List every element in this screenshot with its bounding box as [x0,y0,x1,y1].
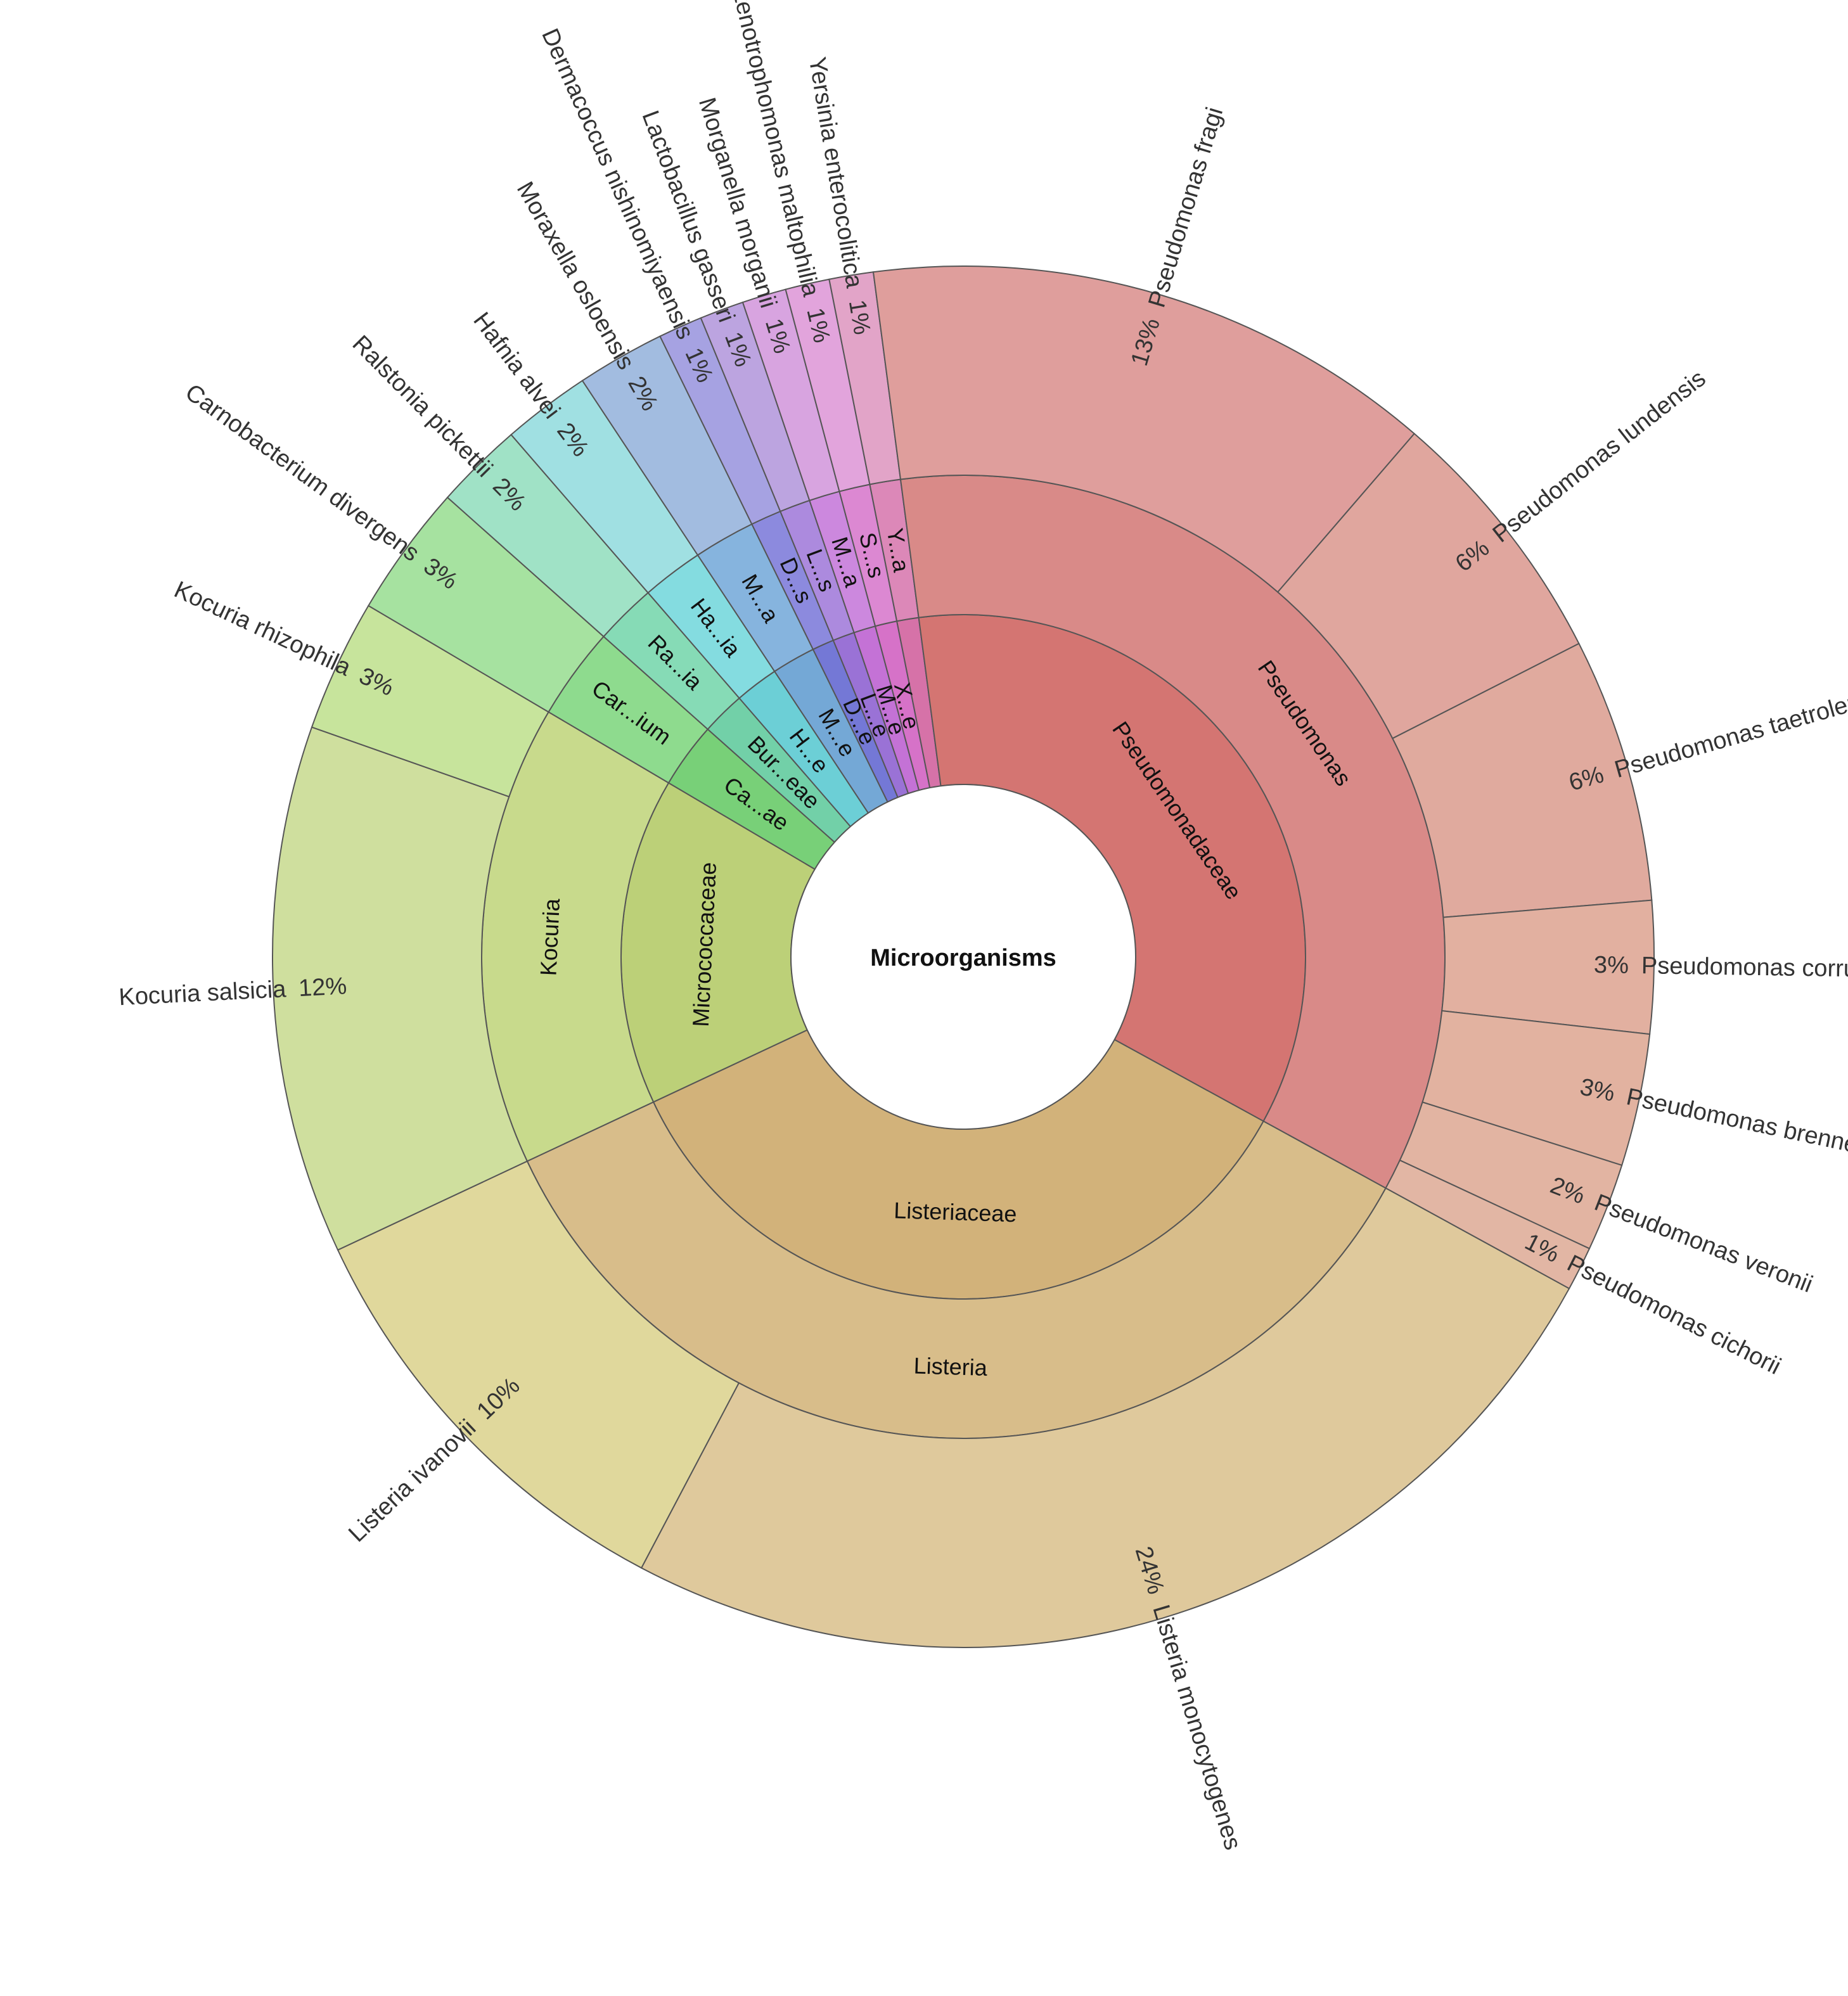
species-arc-pseudomonas-cichorii[interactable] [1385,1159,1591,1289]
family-label-listeriaceae: Listeriaceae [894,1197,1017,1227]
species-pct-yersinia-enterocolitica: 1% [844,298,875,336]
species-label-pseudomonas-fragi: Pseudomonas fragi [1143,105,1228,311]
species-label-kocuria-rhizophila: Kocuria rhizophila [170,577,355,682]
genus-label-listeria: Listeria [913,1352,988,1381]
center-label[interactable]: Microorganisms [870,945,1056,971]
species-pct-pseudomonas-corrugata: 3% [1594,952,1629,979]
species-arc-kocuria-salsicia[interactable] [272,726,529,1251]
species-label-listeria-monocytogenes: Listeria monocytogenes [1147,1602,1246,1853]
center-hole [790,784,1136,1130]
species-label-listeria-ivanovii: Listeria ivanovii [343,1414,481,1547]
species-label-pseudomonas-taetrolens: Pseudomonas taetrolens [1612,685,1848,783]
species-label-hafnia-alvei: Hafnia alvei [468,307,565,424]
genus-label-kocuria: Kocuria [535,897,565,976]
species-label-carnobacterium-divergens: Carnobacterium divergens [180,379,424,567]
species-pct-kocuria-salsicia: 12% [298,973,347,1002]
species-label-pseudomonas-lundensis: Pseudomonas lundensis [1488,365,1711,548]
species-arc-pseudomonas-fragi[interactable] [872,265,1416,593]
species-label-pseudomonas-corrugata: Pseudomonas corrugata [1641,952,1848,983]
species-label-kocuria-salsicia: Kocuria salsicia [119,976,288,1011]
species-arc-listeria-monocytogenes[interactable] [640,1187,1570,1648]
species-label-pseudomonas-brennerti: Pseudomonas brennerti [1624,1084,1848,1163]
sunburst-arcs [272,265,1655,1648]
species-label-ralstonia-pickettii: Ralstonia pickettii [347,330,498,482]
